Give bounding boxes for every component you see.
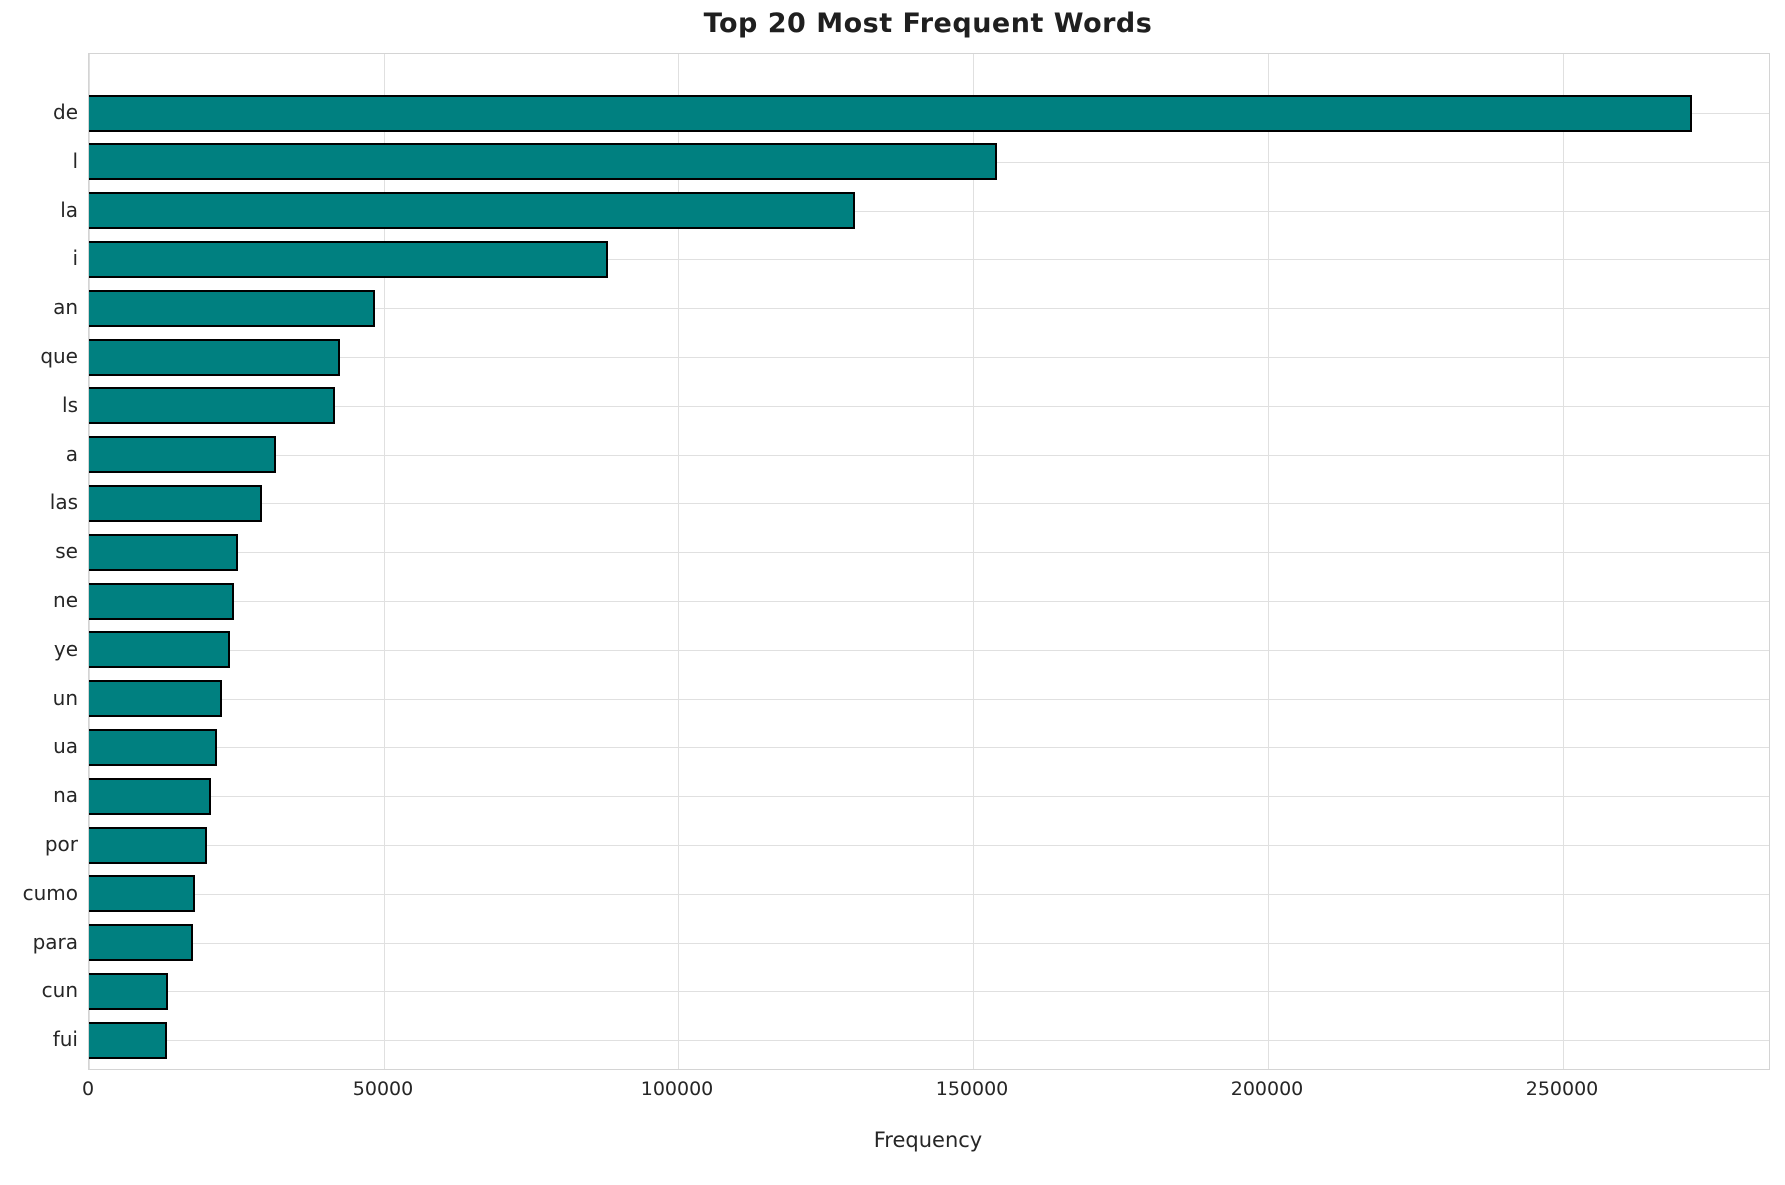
ytick-label-ua: ua	[53, 734, 78, 758]
ytick-label-que: que	[40, 344, 78, 368]
bar-de	[89, 95, 1692, 132]
bar-las	[89, 485, 262, 522]
y-gridline	[89, 845, 1769, 846]
bar-cun	[89, 973, 168, 1010]
y-gridline	[89, 503, 1769, 504]
ytick-label-fui: fui	[52, 1027, 78, 1051]
x-gridline	[384, 54, 385, 1069]
y-gridline	[89, 894, 1769, 895]
bar-ls	[89, 387, 335, 424]
bar-ye	[89, 631, 230, 668]
bar-na	[89, 778, 211, 815]
bar-ua	[89, 729, 217, 766]
y-gridline	[89, 991, 1769, 992]
y-gridline	[89, 308, 1769, 309]
xtick-label-100000: 100000	[640, 1078, 714, 1100]
ytick-label-ye: ye	[53, 637, 78, 661]
y-gridline	[89, 796, 1769, 797]
y-gridline	[89, 406, 1769, 407]
ytick-label-cun: cun	[41, 978, 78, 1002]
ytick-label-las: las	[49, 490, 78, 514]
ytick-label-cumo: cumo	[22, 881, 78, 905]
ytick-label-i: i	[72, 246, 78, 270]
ytick-label-na: na	[53, 783, 78, 807]
y-gridline	[89, 943, 1769, 944]
ytick-label-ne: ne	[53, 588, 78, 612]
xtick-label-0: 0	[81, 1078, 95, 1100]
ytick-label-un: un	[52, 686, 78, 710]
y-gridline	[89, 699, 1769, 700]
y-gridline	[89, 211, 1769, 212]
bar-ne	[89, 583, 234, 620]
ytick-label-de: de	[53, 100, 78, 124]
bar-cumo	[89, 875, 195, 912]
bar-que	[89, 339, 340, 376]
y-gridline	[89, 455, 1769, 456]
bar-an	[89, 290, 375, 327]
ytick-label-a: a	[65, 442, 78, 466]
bar-i	[89, 241, 608, 278]
bar-l	[89, 143, 997, 180]
chart-title: Top 20 Most Frequent Words	[703, 8, 1153, 39]
ytick-label-se: se	[55, 539, 78, 563]
y-gridline	[89, 601, 1769, 602]
bar-un	[89, 680, 222, 717]
ytick-label-l: l	[72, 149, 78, 173]
ytick-label-para: para	[32, 930, 78, 954]
y-gridline	[89, 1040, 1769, 1041]
y-gridline	[89, 357, 1769, 358]
bar-se	[89, 534, 238, 571]
plot-area	[88, 53, 1770, 1070]
ytick-label-an: an	[53, 295, 78, 319]
bar-a	[89, 436, 276, 473]
bar-fui	[89, 1022, 167, 1059]
bar-por	[89, 827, 207, 864]
y-gridline	[89, 650, 1769, 651]
xtick-label-50000: 50000	[352, 1078, 414, 1100]
x-axis-label: Frequency	[873, 1128, 983, 1152]
x-gridline	[678, 54, 679, 1069]
xtick-label-200000: 200000	[1230, 1078, 1304, 1100]
y-gridline	[89, 259, 1769, 260]
x-gridline	[973, 54, 974, 1069]
ytick-label-por: por	[44, 832, 78, 856]
y-gridline	[89, 552, 1769, 553]
x-gridline	[1563, 54, 1564, 1069]
bar-para	[89, 924, 193, 961]
ytick-label-la: la	[60, 198, 78, 222]
x-gridline	[1268, 54, 1269, 1069]
xtick-label-250000: 250000	[1525, 1078, 1599, 1100]
bar-la	[89, 192, 855, 229]
ytick-label-ls: ls	[62, 393, 78, 417]
y-gridline	[89, 747, 1769, 748]
xtick-label-150000: 150000	[935, 1078, 1009, 1100]
